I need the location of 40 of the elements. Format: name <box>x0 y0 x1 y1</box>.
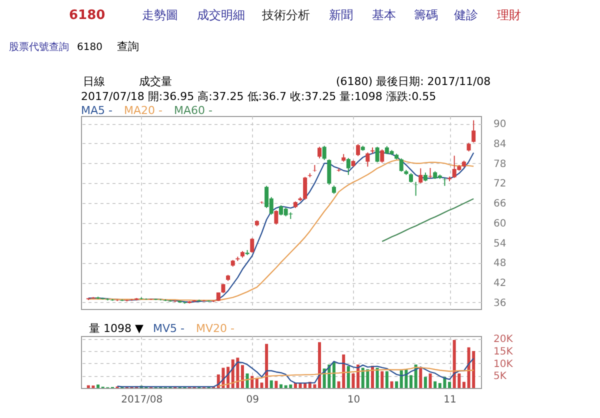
y-tick-label: 84 <box>494 138 506 150</box>
text: 基本 <box>372 8 396 22</box>
x-tick-label: 10 <box>347 394 360 406</box>
text: MA60 - <box>174 104 213 117</box>
text: 日線 <box>83 75 105 88</box>
x-tick-label: 09 <box>246 394 259 406</box>
text: (6180) 最後日期: 2017/11/08 <box>336 75 491 88</box>
text: 理財 <box>497 8 521 22</box>
y-tick-label: 60 <box>494 218 506 230</box>
text: 走勢圖 <box>142 8 178 22</box>
y-tick-label: 36 <box>494 298 506 309</box>
y-tick-label: 54 <box>494 238 506 250</box>
y-tick-label: 15K <box>494 346 514 358</box>
text: 6180 <box>77 42 102 53</box>
text: 查詢 <box>117 40 139 53</box>
y-tick-label: 72 <box>494 178 506 190</box>
text: 籌碼 <box>414 8 438 22</box>
text: 量 1098 ▼ <box>89 322 144 335</box>
text: 股票代號查詢 <box>9 41 69 53</box>
text: 成交明細 <box>197 8 245 22</box>
text: 新聞 <box>329 8 353 22</box>
y-tick-label: 20K <box>494 334 514 346</box>
y-tick-label: 5K <box>494 371 507 382</box>
y-tick-label: 78 <box>494 158 506 170</box>
y-tick-label: 10K <box>494 358 514 370</box>
text: MA20 - <box>124 104 163 117</box>
x-tick-label: 2017/08 <box>121 394 163 406</box>
text: 成交量 <box>139 75 172 88</box>
text: 技術分析 <box>261 8 310 22</box>
y-tick-label: 66 <box>494 198 506 210</box>
text: 6180 <box>69 8 106 23</box>
text: MV5 - <box>153 322 185 335</box>
text: 2017/07/18 開:36.95 高:37.25 低:36.7 收:37.25 量:1098 漲跌:0.55 <box>81 90 436 103</box>
text: 健診 <box>454 8 478 22</box>
x-tick-label: 11 <box>444 394 456 406</box>
y-tick-label: 42 <box>494 278 506 290</box>
y-tick-label: 48 <box>494 258 506 270</box>
text: MV20 - <box>196 322 235 335</box>
y-tick-label: 90 <box>494 119 506 130</box>
text: MA5 - <box>81 104 113 117</box>
